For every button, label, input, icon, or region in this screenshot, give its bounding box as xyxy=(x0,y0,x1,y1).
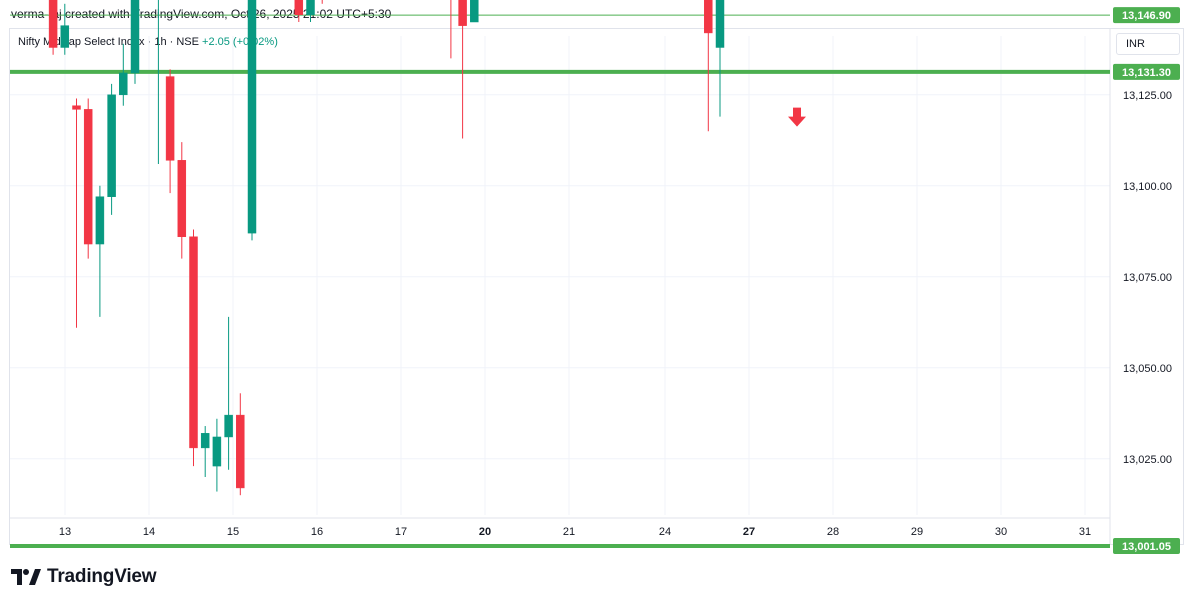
tradingview-logo-icon xyxy=(11,569,41,585)
candle-body[interactable] xyxy=(294,0,304,15)
level-price-label: 13,146.90 xyxy=(1122,10,1171,22)
time-tick-label: 31 xyxy=(1079,526,1091,538)
candle-body[interactable] xyxy=(165,76,175,161)
price-tick-label: 13,075.00 xyxy=(1123,272,1172,284)
arrow-down-icon xyxy=(788,107,806,127)
price-tick-label: 13,025.00 xyxy=(1123,454,1172,466)
tradingview-wordmark: TradingView xyxy=(47,566,157,587)
time-tick-label: 16 xyxy=(311,526,323,538)
candle-body[interactable] xyxy=(177,160,187,238)
candle-body[interactable] xyxy=(107,94,116,197)
currency-button[interactable]: INR xyxy=(1116,33,1180,55)
candle-body[interactable] xyxy=(306,0,315,15)
candle-body[interactable] xyxy=(715,0,725,48)
candle-body[interactable] xyxy=(95,196,105,245)
candle-body[interactable] xyxy=(72,105,81,110)
time-tick-label: 29 xyxy=(911,526,923,538)
candle-body[interactable] xyxy=(458,0,467,26)
time-tick-label: 15 xyxy=(227,526,239,538)
candle-body[interactable] xyxy=(200,433,210,449)
price-tick-label: 13,100.00 xyxy=(1123,181,1172,193)
price-tick-label: 13,125.00 xyxy=(1123,90,1172,102)
time-tick-label: 13 xyxy=(59,526,71,538)
candle-body[interactable] xyxy=(83,109,93,245)
level-price-label: 13,131.30 xyxy=(1122,67,1171,79)
time-tick-label: 20 xyxy=(479,526,491,538)
time-tick-label: 21 xyxy=(563,526,575,538)
candle-body[interactable] xyxy=(470,0,479,23)
tradingview-logo[interactable]: TradingView xyxy=(11,566,157,588)
candle-body[interactable] xyxy=(236,414,245,489)
candle-body[interactable] xyxy=(48,0,58,48)
time-tick-label: 28 xyxy=(827,526,839,538)
level-price-label-bg xyxy=(1113,537,1180,554)
candle-body[interactable] xyxy=(212,436,222,467)
candle-body[interactable] xyxy=(119,72,128,96)
price-tick-label: 13,050.00 xyxy=(1123,363,1172,375)
level-price-label-bg xyxy=(1113,7,1180,24)
level-price-label-bg xyxy=(1113,63,1180,80)
candle-body[interactable] xyxy=(189,236,198,449)
candle-body[interactable] xyxy=(224,414,233,438)
time-tick-label: 17 xyxy=(395,526,407,538)
candle-body[interactable] xyxy=(130,0,140,74)
time-tick-label: 24 xyxy=(659,526,671,538)
time-tick-label: 14 xyxy=(143,526,155,538)
time-tick-label: 27 xyxy=(743,526,755,538)
time-tick-label: 30 xyxy=(995,526,1007,538)
candle-body[interactable] xyxy=(60,25,70,48)
candle-body[interactable] xyxy=(247,0,257,234)
candle-body[interactable] xyxy=(704,0,713,34)
level-price-label: 13,001.05 xyxy=(1122,541,1171,553)
price-change: +2.05 (+0.02%) xyxy=(202,36,278,48)
